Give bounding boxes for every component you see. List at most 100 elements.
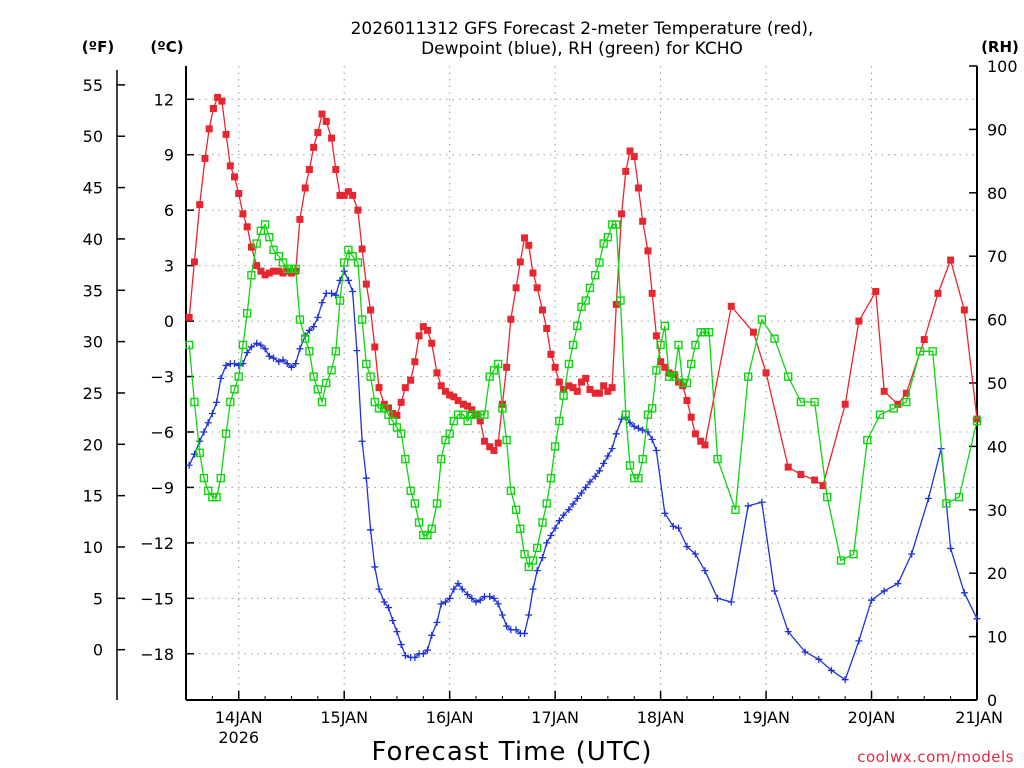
rh-point bbox=[374, 404, 384, 413]
rh-point bbox=[467, 410, 477, 419]
dewpoint-point bbox=[634, 424, 642, 432]
temperature-point bbox=[476, 417, 484, 425]
rh-point bbox=[568, 340, 578, 350]
temperature-point bbox=[314, 129, 322, 137]
dewpoint-point bbox=[393, 628, 401, 636]
rh-point bbox=[485, 372, 494, 381]
rh-tick-label: 0 bbox=[987, 691, 997, 710]
rh-point bbox=[577, 302, 586, 312]
temperature-point bbox=[749, 328, 757, 336]
rh-point bbox=[493, 359, 503, 369]
temperature-point bbox=[675, 378, 683, 386]
dewpoint-point bbox=[521, 629, 529, 637]
fahrenheit-tick-label: 40 bbox=[83, 230, 103, 249]
temperature-point bbox=[358, 245, 366, 253]
rh-point bbox=[581, 296, 590, 305]
rh-tick-label: 90 bbox=[987, 120, 1007, 139]
dewpoint-point bbox=[349, 288, 357, 296]
dewpoint-point bbox=[498, 611, 506, 619]
dewpoint-point bbox=[476, 596, 484, 604]
temperature-point bbox=[367, 306, 375, 314]
temperature-point bbox=[253, 262, 261, 270]
rh-point bbox=[300, 334, 310, 343]
rh-point bbox=[696, 328, 705, 337]
dewpoint-point bbox=[310, 323, 318, 331]
axes bbox=[116, 66, 978, 701]
rh-point bbox=[538, 518, 547, 527]
rh-point bbox=[546, 473, 556, 483]
celsius-tick-label: 9 bbox=[164, 146, 174, 165]
year-label: 2026 bbox=[218, 728, 259, 747]
dewpoint-point bbox=[318, 299, 326, 307]
time-tick-label: 21JAN bbox=[955, 708, 1003, 727]
temperature-point bbox=[389, 409, 397, 417]
dewpoint-point bbox=[512, 626, 520, 634]
rh-point bbox=[317, 397, 327, 407]
temperature-point bbox=[296, 215, 304, 223]
rh-point bbox=[630, 473, 639, 483]
temperature-point bbox=[336, 191, 344, 199]
rh-point bbox=[849, 549, 858, 559]
dewpoint-point bbox=[569, 500, 577, 508]
dewpoint-point bbox=[428, 631, 436, 639]
rh-point bbox=[344, 245, 353, 255]
temperature-point bbox=[525, 241, 533, 249]
rh-point bbox=[362, 359, 371, 369]
series-dewpoint bbox=[185, 267, 981, 684]
temperature-point bbox=[565, 382, 573, 390]
celsius-unit-label: (ºC) bbox=[150, 38, 183, 56]
dewpoint-point bbox=[371, 563, 379, 571]
temperature-point bbox=[393, 411, 401, 419]
temperature-point bbox=[639, 217, 647, 225]
dewpoint-point bbox=[908, 550, 916, 558]
rh-point bbox=[252, 239, 261, 248]
rh-point bbox=[954, 492, 964, 502]
rh-point bbox=[942, 499, 951, 508]
rh-tick-label: 50 bbox=[987, 374, 1007, 393]
temperature-point bbox=[239, 210, 247, 218]
rh-point bbox=[269, 245, 278, 255]
fahrenheit-unit-label: (ºF) bbox=[82, 38, 114, 56]
temperature-point bbox=[595, 389, 603, 397]
rh-point bbox=[441, 435, 450, 445]
temperature-point bbox=[657, 358, 665, 366]
dewpoint-point bbox=[441, 598, 449, 606]
dewpoint-point bbox=[305, 326, 313, 334]
dewpoint-point bbox=[600, 459, 608, 467]
temperature-point bbox=[371, 343, 379, 351]
rh-point bbox=[419, 530, 428, 540]
time-tick-label: 17JAN bbox=[531, 708, 579, 727]
dewpoint-point bbox=[801, 648, 809, 656]
dewpoint-point bbox=[630, 422, 638, 430]
dewpoint-point bbox=[450, 585, 458, 593]
series-temperature bbox=[185, 93, 981, 490]
rh-point bbox=[595, 258, 604, 267]
credit-link[interactable]: coolwx.com/models bbox=[857, 748, 1014, 766]
temperature-point bbox=[573, 387, 581, 395]
temperature-point bbox=[441, 387, 449, 395]
rh-point bbox=[603, 232, 613, 242]
rh-point bbox=[559, 391, 568, 400]
dewpoint-point bbox=[784, 628, 792, 636]
temperature-point bbox=[205, 125, 213, 133]
dewpoint-point bbox=[468, 594, 476, 602]
rh-point bbox=[340, 258, 349, 267]
rh-point bbox=[216, 473, 226, 483]
dewpoint-point bbox=[401, 652, 409, 660]
dewpoint-point bbox=[454, 580, 462, 588]
dewpoint-point bbox=[924, 495, 932, 503]
temperature-point bbox=[433, 369, 441, 377]
temperature-point bbox=[551, 363, 559, 371]
temperature-point bbox=[626, 147, 634, 155]
dewpoint-point bbox=[815, 655, 823, 663]
celsius-tick-label: −15 bbox=[140, 589, 174, 608]
rh-point bbox=[396, 429, 406, 438]
rh-point bbox=[423, 530, 432, 540]
rh-point bbox=[700, 328, 710, 337]
rh-point bbox=[406, 486, 415, 495]
rh-point bbox=[902, 397, 911, 407]
temperature-point bbox=[349, 191, 357, 199]
rh-point bbox=[524, 562, 533, 572]
